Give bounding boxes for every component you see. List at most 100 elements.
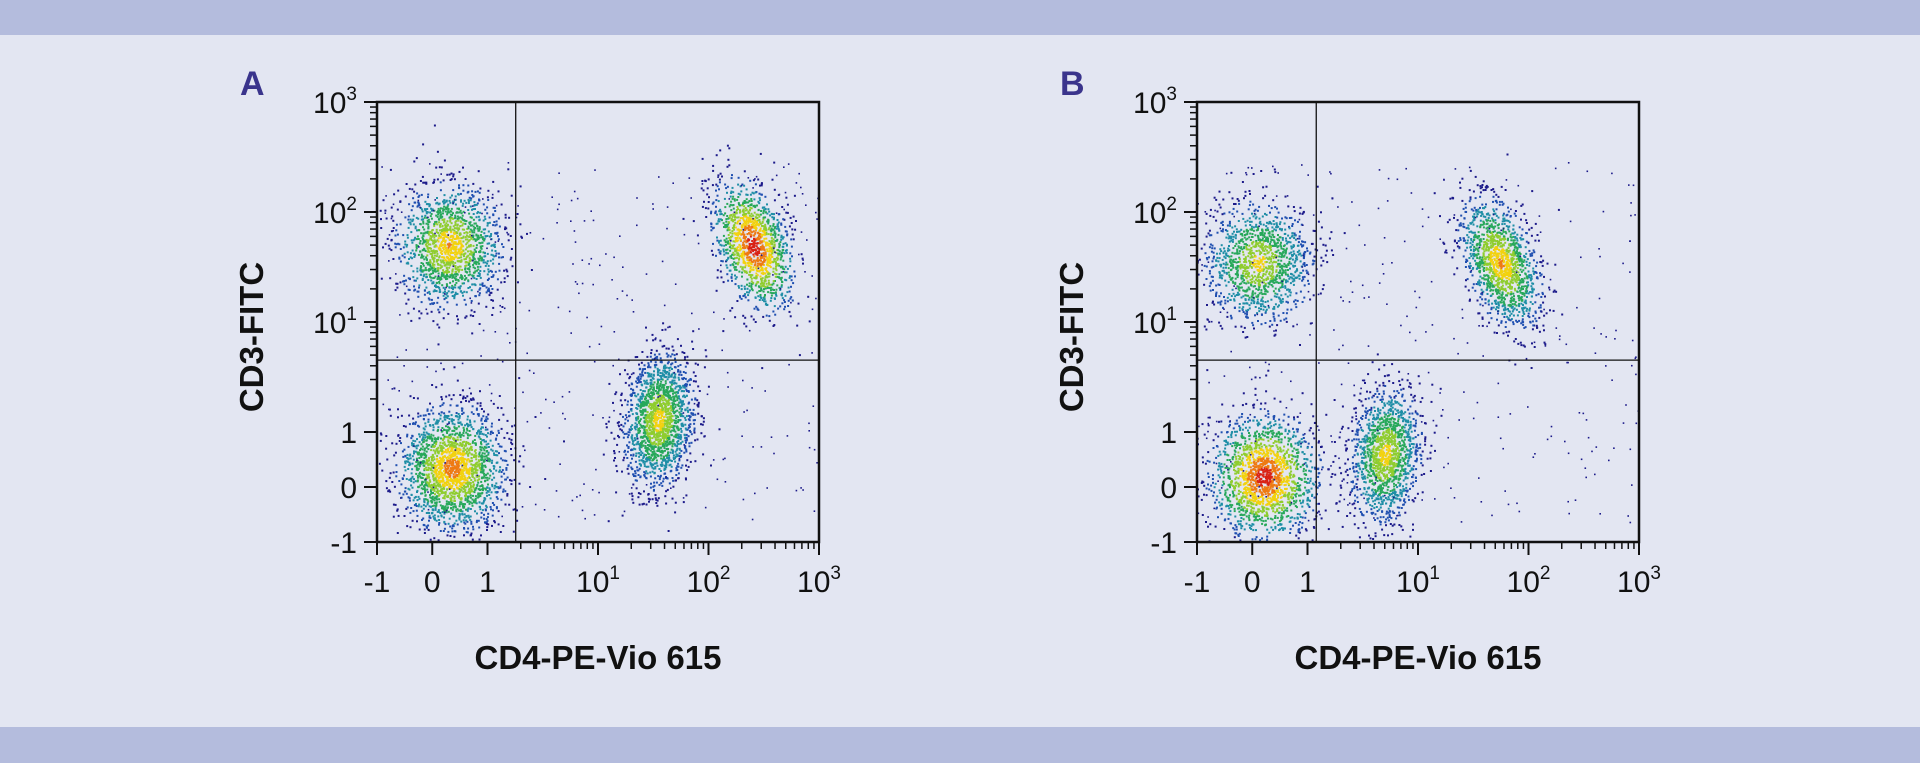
event-dot	[751, 225, 754, 228]
event-dot	[444, 493, 447, 496]
event-dot	[431, 488, 434, 491]
event-dot	[742, 233, 745, 236]
event-dot	[448, 454, 451, 457]
event-dot	[431, 487, 434, 490]
event-dot	[760, 269, 763, 272]
event-dot	[486, 273, 489, 276]
event-dot	[422, 431, 425, 434]
event-dot	[448, 517, 451, 520]
event-dot	[486, 289, 489, 292]
event-dot	[734, 250, 737, 252]
event-dot	[405, 302, 408, 305]
event-dot	[418, 286, 420, 289]
event-dot	[726, 215, 729, 217]
event-dot	[448, 242, 451, 245]
event-dot	[719, 252, 722, 255]
event-dot	[429, 496, 432, 499]
event-dot	[429, 243, 432, 246]
event-dot	[491, 502, 494, 504]
event-dot	[456, 474, 459, 476]
event-dot	[394, 451, 397, 454]
event-dot	[479, 270, 482, 272]
event-dot	[425, 222, 428, 225]
event-dot	[436, 437, 439, 440]
event-dot	[458, 287, 461, 290]
event-dot	[758, 197, 761, 200]
event-dot	[447, 248, 450, 251]
event-dot	[486, 235, 489, 237]
event-dot	[488, 235, 491, 238]
event-dot	[358, 280, 360, 282]
event-dot	[462, 450, 465, 453]
event-dot	[746, 216, 749, 219]
event-dot	[758, 270, 761, 273]
event-dot	[471, 504, 474, 507]
event-dot	[404, 462, 407, 465]
event-dot	[534, 416, 537, 418]
event-dot	[467, 454, 470, 457]
event-dot	[467, 434, 470, 437]
event-dot	[452, 475, 455, 478]
event-dot	[441, 487, 444, 490]
event-dot	[478, 505, 481, 508]
event-dot	[441, 253, 443, 255]
event-dot	[459, 483, 462, 486]
event-dot	[751, 260, 754, 263]
event-dot	[413, 190, 416, 193]
event-dot	[460, 276, 463, 278]
event-dot	[482, 426, 484, 429]
event-dot	[730, 209, 733, 212]
event-dot	[481, 282, 484, 285]
event-dot	[651, 394, 654, 397]
event-dot	[443, 205, 446, 208]
event-dot	[409, 395, 412, 398]
event-dot	[743, 212, 746, 215]
event-dot	[439, 215, 442, 218]
event-dot	[446, 476, 449, 479]
event-dot	[754, 239, 757, 242]
event-dot	[790, 222, 793, 224]
event-dot	[429, 485, 432, 488]
event-dot	[747, 212, 750, 215]
event-dot	[496, 450, 499, 453]
event-dot	[481, 509, 484, 512]
event-dot	[444, 210, 447, 213]
event-dot	[486, 494, 488, 497]
event-dot	[506, 476, 509, 479]
event-dot	[439, 189, 442, 192]
event-dot	[444, 277, 447, 279]
event-dot	[459, 482, 461, 484]
event-dot	[754, 248, 757, 251]
event-dot	[433, 124, 436, 127]
event-dot	[465, 452, 468, 455]
event-dot	[479, 276, 482, 279]
event-dot	[696, 399, 699, 402]
event-dot	[750, 200, 753, 202]
event-dot	[764, 216, 767, 219]
event-dot	[468, 460, 471, 463]
event-dot	[429, 259, 432, 262]
event-dot	[418, 457, 421, 459]
event-dot	[397, 434, 400, 437]
event-dot	[701, 205, 704, 208]
event-dot	[469, 467, 472, 470]
event-dot	[429, 215, 432, 218]
event-dot	[665, 413, 668, 416]
event-dot	[476, 236, 479, 239]
event-dot	[477, 170, 480, 173]
event-dot	[745, 193, 748, 196]
event-dot	[491, 314, 494, 316]
event-dot	[747, 221, 750, 224]
event-dot	[424, 456, 427, 459]
event-dot	[458, 505, 461, 508]
event-dot	[414, 421, 417, 424]
event-dot	[389, 490, 392, 493]
event-dot	[453, 477, 456, 480]
event-dot	[684, 371, 687, 374]
event-dot	[413, 504, 416, 507]
event-dot	[781, 292, 784, 295]
event-dot	[470, 392, 472, 395]
event-dot	[462, 434, 465, 437]
event-dot	[497, 190, 500, 193]
event-dot	[447, 312, 450, 315]
